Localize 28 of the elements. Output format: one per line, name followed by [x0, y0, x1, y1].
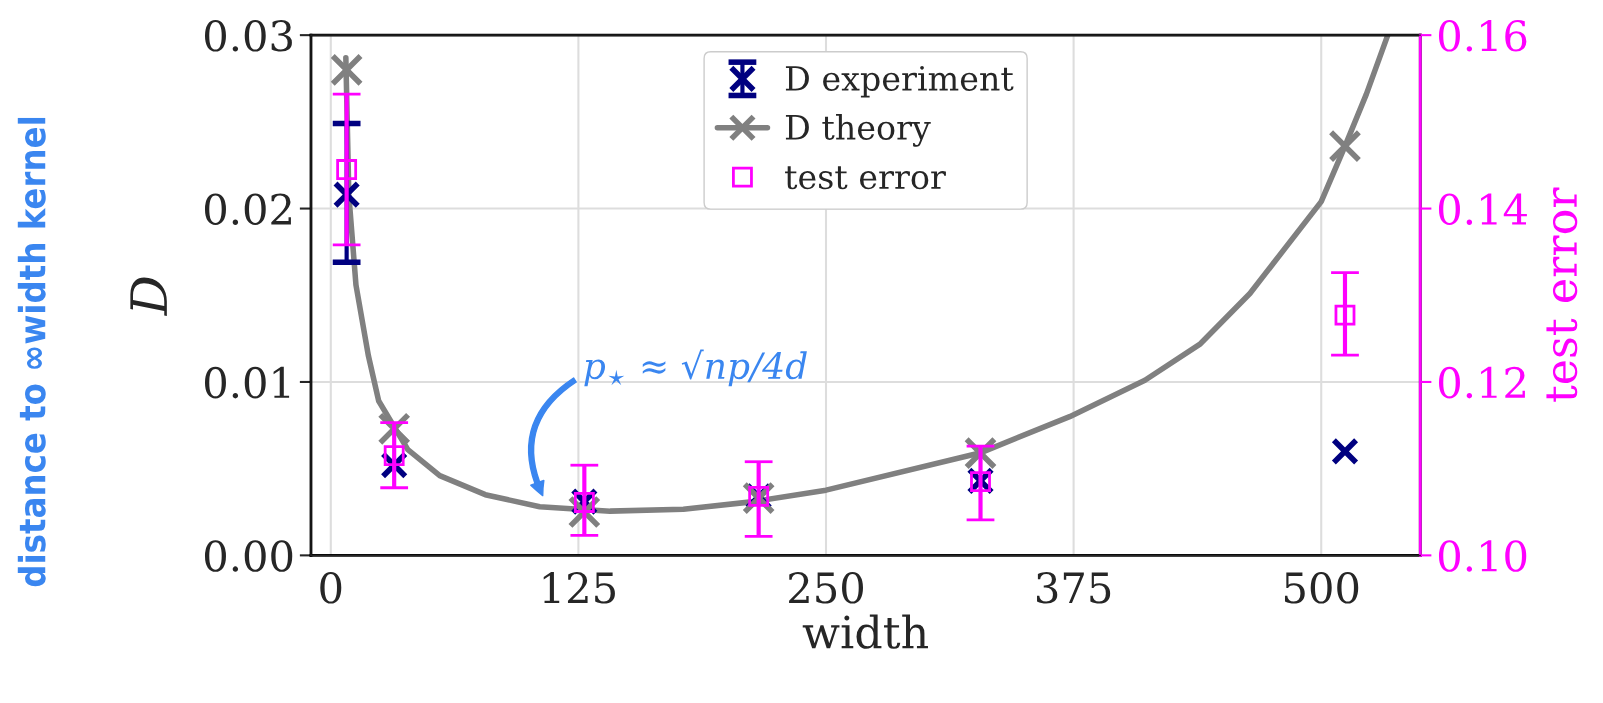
- legend-label: D experiment: [785, 65, 1014, 98]
- x-axis-title: width: [802, 614, 928, 649]
- annotation: p$_{⋆}$ ≈ √np/4d: [584, 349, 807, 387]
- x-tick-label: 375: [1037, 572, 1111, 604]
- point: [573, 492, 595, 513]
- legend-label: test error: [785, 166, 946, 190]
- legend-label: D theory: [785, 114, 931, 147]
- point: [336, 159, 358, 180]
- y-tick-label: 0.00: [204, 540, 293, 572]
- x-tick-label: 250: [789, 572, 863, 604]
- y-tick-label: 0.02: [204, 193, 291, 225]
- x-tick-label: 0: [320, 572, 342, 604]
- point: [329, 53, 364, 87]
- y-tick-label: 0.01: [204, 366, 290, 399]
- point: [970, 471, 991, 493]
- x-tick-label: 500: [1284, 572, 1359, 604]
- x-tick-label: 125: [543, 572, 615, 604]
- point: [1334, 304, 1356, 326]
- y2-axis-title: test error: [1546, 187, 1578, 402]
- text: distance to ∞width kernel: [17, 117, 46, 587]
- y-axis-title: D: [130, 277, 167, 317]
- y2-tick-label: 0.14: [1438, 193, 1527, 225]
- y2-tick-label: 0.16: [1438, 20, 1527, 52]
- y-tick-label: 0.03: [204, 20, 292, 52]
- y2-tick-label: 0.10: [1438, 540, 1527, 572]
- point: [383, 445, 405, 467]
- y2-tick-label: 0.12: [1438, 366, 1525, 399]
- point: [1331, 437, 1359, 466]
